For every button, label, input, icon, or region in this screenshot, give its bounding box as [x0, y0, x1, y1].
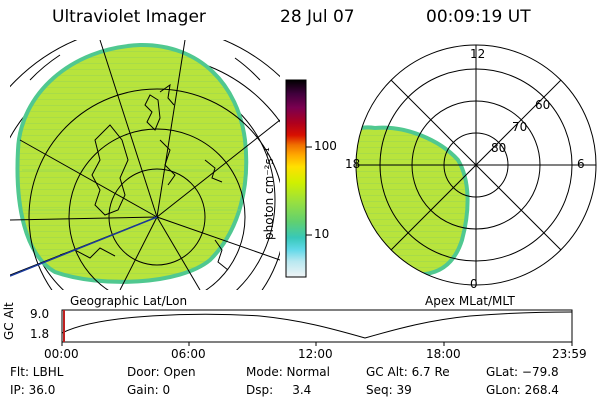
mlt-spokes — [356, 45, 596, 285]
info-gain: Gain: 0 — [127, 383, 171, 397]
time-tick-2359: 23:59 — [552, 347, 587, 361]
time-tick-0600: 06:00 — [171, 347, 206, 361]
altitude-strip — [61, 309, 573, 343]
info-glat: GLat: −79.8 — [486, 365, 559, 379]
coastline — [59, 83, 229, 271]
altitude-tick-9: 9.0 — [30, 307, 50, 321]
latitude-circle — [108, 168, 206, 266]
geographic-map-panel — [10, 40, 280, 290]
left-panel-caption: Geographic Lat/Lon — [70, 294, 188, 308]
info-mode: Mode: Normal — [246, 365, 330, 379]
altitude-ylabel: GC Alt — [2, 302, 16, 340]
mlat-label-80: 80 — [491, 141, 507, 155]
altitude-tick-1-8: 1.8 — [30, 327, 50, 341]
mlat-label-70: 70 — [512, 120, 528, 134]
mlt-label-0: 0 — [470, 277, 478, 291]
auroral-image — [15, 42, 249, 284]
time-tick-1200: 12:00 — [298, 347, 333, 361]
mlt-label-12: 12 — [470, 47, 486, 61]
time-label: 00:09:19 UT — [426, 7, 531, 27]
polar-plot-panel — [355, 44, 597, 286]
time-tick-1800: 18:00 — [426, 347, 461, 361]
right-panel-caption: Apex MLat/MLT — [425, 294, 515, 308]
latitude-circle — [68, 128, 246, 290]
colorbar-tick-10: 10 — [314, 227, 330, 241]
mlt-label-6: 6 — [577, 157, 585, 171]
info-dsp: Dsp: 3.4 — [246, 383, 312, 397]
info-ip: IP: 36.0 — [10, 383, 56, 397]
latitude-circle — [28, 88, 280, 290]
colorbar-unit-label: photon cm⁻²s⁻¹ — [262, 147, 276, 240]
altitude-curve — [61, 311, 573, 339]
colorbar — [285, 79, 307, 278]
date-label: 28 Jul 07 — [280, 7, 355, 27]
mlt-label-18: 18 — [345, 157, 361, 171]
longitude-lines — [10, 40, 280, 290]
info-gc-alt: GC Alt: 6.7 Re — [366, 365, 450, 379]
time-tick-0000: 00:00 — [44, 347, 79, 361]
info-glon: GLon: 268.4 — [486, 383, 559, 397]
instrument-title: Ultraviolet Imager — [52, 7, 206, 27]
info-door: Door: Open — [127, 365, 196, 379]
colorbar-tick-100: 100 — [314, 139, 337, 153]
satellite-track — [10, 216, 158, 277]
mlat-label-60: 60 — [535, 98, 551, 112]
info-seq: Seq: 39 — [366, 383, 412, 397]
info-filter: Flt: LBHL — [10, 365, 64, 379]
auroral-oval-image — [356, 125, 470, 277]
